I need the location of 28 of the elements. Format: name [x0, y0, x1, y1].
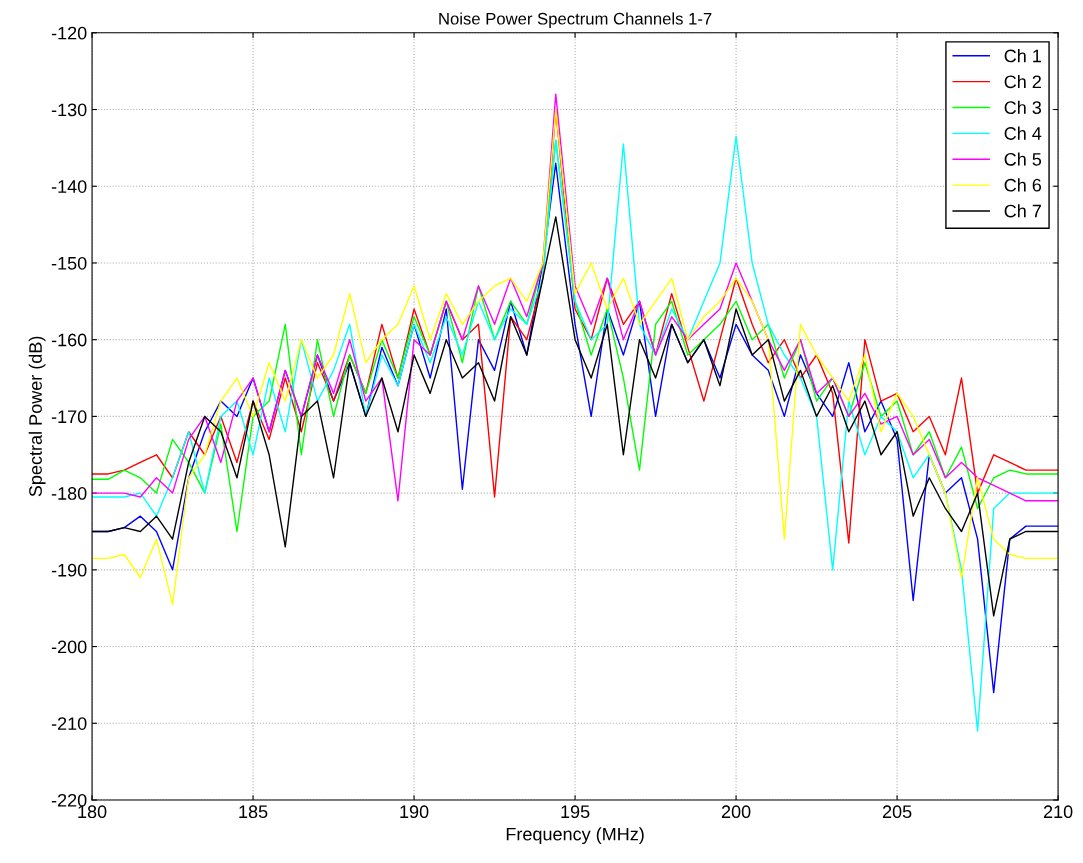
y-tick-label: -140: [51, 180, 87, 193]
y-tick-label: -180: [51, 487, 87, 500]
x-axis-title: Frequency (MHz): [506, 827, 644, 845]
legend-label: Ch 7: [1004, 204, 1041, 218]
legend-label: Ch 1: [1004, 49, 1041, 63]
x-tick-label: 195: [561, 805, 590, 819]
chart-title: Noise Power Spectrum Channels 1-7: [439, 12, 712, 28]
legend-label: Ch 5: [1004, 152, 1042, 166]
y-tick-label: -150: [51, 256, 87, 270]
y-tick-label: -170: [51, 410, 87, 424]
x-tick-label: 185: [239, 805, 268, 819]
y-tick-label: -190: [51, 563, 87, 577]
y-tick-label: -120: [51, 26, 87, 40]
legend-label: Ch 6: [1004, 178, 1042, 192]
legend-label: Ch 3: [1004, 100, 1042, 115]
y-tick-label: -210: [51, 717, 87, 730]
legend-label: Ch 2: [1004, 74, 1041, 89]
x-tick-label: 200: [721, 805, 751, 819]
y-tick-label: -200: [51, 640, 87, 654]
y-axis-title: Spectral Power (dB): [28, 336, 46, 497]
x-tick-label: 205: [882, 805, 912, 819]
legend-label: Ch 4: [1004, 126, 1042, 140]
x-tick-label: 190: [400, 805, 429, 819]
y-tick-label: -160: [51, 333, 87, 347]
y-tick-label: -220: [51, 793, 87, 807]
x-tick-label: 210: [1043, 805, 1073, 819]
y-tick-label: -130: [51, 103, 87, 117]
x-tick-label: 180: [78, 805, 107, 819]
